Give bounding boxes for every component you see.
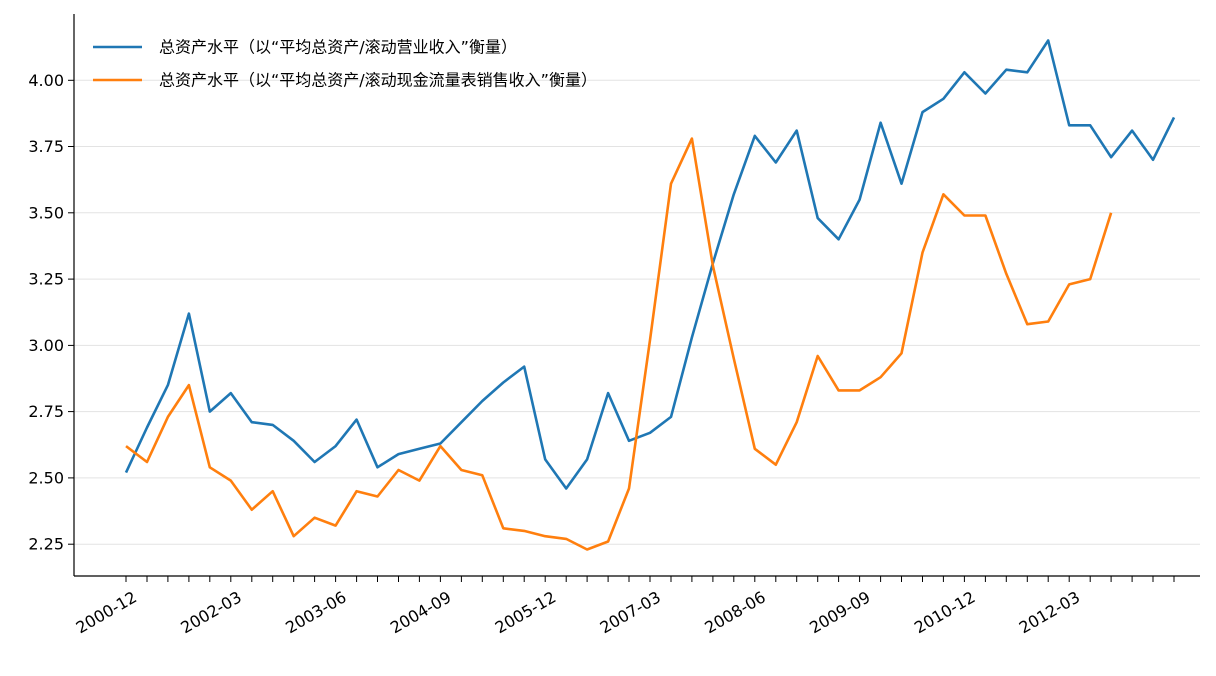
x-tick-label: 2005-12: [492, 587, 559, 637]
series-line: [124, 39, 1176, 490]
legend-label: 总资产水平（以“平均总资产/滚动现金流量表销售收入”衡量）: [159, 71, 597, 90]
y-tick-label: 2.25: [28, 535, 64, 554]
x-tick-label: 2003-06: [282, 587, 349, 637]
y-tick-label: 4.00: [28, 71, 64, 90]
y-tick-label: 3.75: [28, 137, 64, 156]
grid-lines: [74, 79, 1200, 545]
y-tick-label: 2.75: [28, 402, 64, 421]
series-line: [125, 137, 1113, 551]
x-ticks: 2000-12 2002-03 2003-06 2004-09 2005-12 2007-…: [73, 576, 1175, 637]
x-tick-label: 2008-06: [701, 587, 768, 637]
legend: 总资产水平（以“平均总资产/滚动营业收入”衡量） 总资产水平（以“平均总资产/滚动…: [93, 38, 597, 90]
x-tick-label: 2010-12: [911, 587, 978, 637]
y-tick-label: 3.50: [28, 203, 64, 222]
y-ticks: 2.25 2.50 2.75 3.00 3.25 3.50 3.75 4.00: [28, 71, 74, 554]
x-tick-label: 2000-12: [73, 587, 140, 637]
y-tick-label: 2.50: [28, 468, 64, 487]
x-tick-label: 2012-03: [1016, 587, 1083, 637]
legend-label: 总资产水平（以“平均总资产/滚动营业收入”衡量）: [159, 38, 517, 57]
y-tick-label: 3.25: [28, 270, 64, 289]
x-tick-label: 2009-09: [806, 587, 873, 637]
x-tick-label: 2004-09: [387, 587, 454, 637]
x-tick-label: 2007-03: [597, 587, 664, 637]
x-tick-label: 2002-03: [177, 587, 244, 637]
series-lines: [124, 39, 1176, 551]
y-tick-label: 3.00: [28, 336, 64, 355]
axes: [73, 14, 1200, 577]
